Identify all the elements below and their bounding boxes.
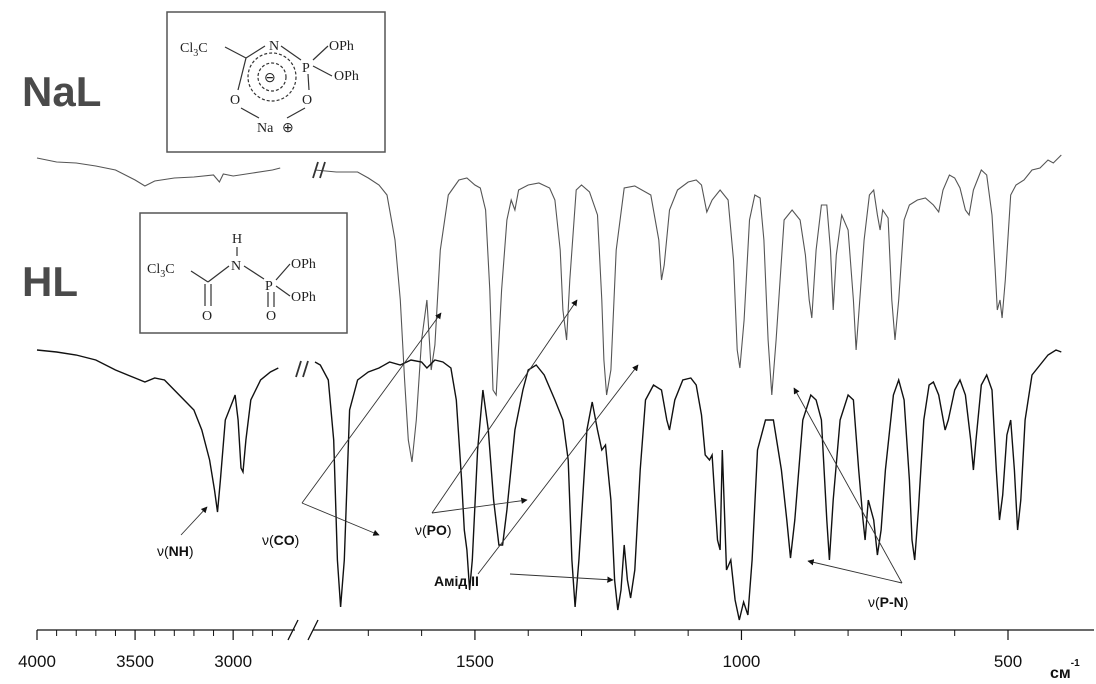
hl-n: N [231,259,241,274]
label-nu-po: ν(PO) [415,522,452,538]
label-nu-pn: ν(P-N) [868,594,908,610]
label-amid-ii: Амід II [434,573,479,589]
hl-oph-1: OPh [291,257,316,272]
arrow-nh [180,506,208,536]
spectrum-curves [36,154,1062,621]
x-tick-label-3500: 3500 [116,652,154,671]
spectrum-break-marks [295,161,326,378]
nal-n: N [269,39,279,54]
hl-h: H [232,232,242,247]
nal-spectrum-low-wavenumber [314,154,1062,463]
axis-break-mark-1 [287,619,299,641]
nal-structure-frame [166,11,386,153]
arrow-amid-nal [477,364,639,575]
hl-structure-frame [139,212,348,334]
nal-structure: Cl3C N P OPh OPh O O Na ⊕ ⊖ [166,11,386,153]
hl-label: HL [22,258,78,305]
hl-spectrum-high-wavenumber [36,349,279,513]
hl-break-mark-1 [295,360,302,378]
nal-o-1: O [230,93,240,108]
hl-break-mark-2 [302,360,309,378]
nal-label: NaL [22,68,101,115]
x-tick-label-4000: 4000 [18,652,56,671]
arrow-amid-hl [509,573,614,583]
arrow-co-hl [301,502,380,536]
arrow-po-hl [431,497,528,514]
hl-spectrum-low-wavenumber [314,349,1062,621]
axis-break-mark-2 [307,619,319,641]
annotation-arrows [180,299,903,584]
label-nu-co: ν(CO) [262,532,299,548]
nal-break-mark-2 [319,161,326,179]
nal-p: P [302,61,310,76]
nal-o-2: O [302,93,312,108]
hl-cl3c: Cl3C [147,262,175,280]
nal-cl3c: Cl3C [180,41,208,59]
hl-oph-2: OPh [291,290,316,305]
nal-spectrum-high-wavenumber [36,157,281,187]
label-nu-nh: ν(NH) [157,543,194,559]
arrow-co-nal [301,312,442,504]
x-axis: 4000 3500 3000 1500 1000 500 [18,619,1094,671]
nal-plus-sign: ⊕ [282,121,294,136]
nal-minus-sign: ⊖ [264,71,276,86]
arrow-pn-hl [807,559,903,584]
x-tick-label-1500: 1500 [456,652,494,671]
x-ticks: 4000 3500 3000 1500 1000 500 [18,630,1022,671]
nal-oph-1: OPh [329,39,354,54]
hl-structure: Cl3C H N P OPh OPh O O [139,212,348,334]
x-tick-label-1000: 1000 [723,652,761,671]
hl-o-1: O [202,309,212,324]
arrow-po-nal [431,299,578,514]
x-tick-label-3000: 3000 [214,652,252,671]
nal-break-mark-1 [312,161,319,179]
nal-oph-2: OPh [334,69,359,84]
arrow-pn-nal [793,387,903,584]
x-tick-label-500: 500 [994,652,1022,671]
x-unit-label: см-1 [1050,658,1080,682]
nal-na: Na [257,121,274,136]
hl-o-2: O [266,309,276,324]
hl-p: P [265,279,273,294]
